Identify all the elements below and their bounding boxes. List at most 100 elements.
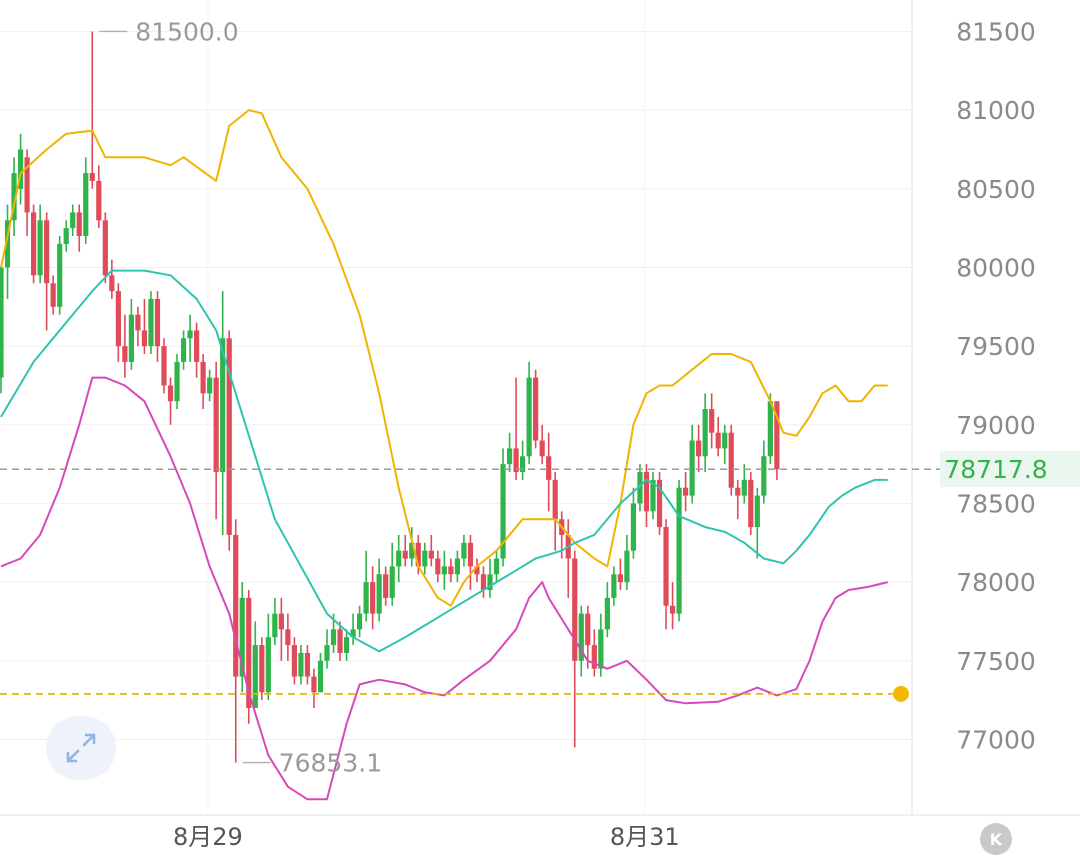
candle xyxy=(357,605,363,638)
candle-body xyxy=(487,574,493,591)
candle-body xyxy=(50,283,56,307)
candle xyxy=(650,472,656,520)
candle-body xyxy=(526,377,532,457)
candle xyxy=(546,432,552,512)
candle xyxy=(767,393,773,465)
y-tick-label: 81000 xyxy=(956,96,1036,125)
candle xyxy=(167,377,174,425)
candle xyxy=(180,330,187,370)
candle xyxy=(174,354,180,410)
candle-body xyxy=(637,472,643,504)
candle-body xyxy=(154,298,161,347)
candle-body xyxy=(448,566,454,575)
candle xyxy=(572,550,578,748)
bollinger-lower-line xyxy=(0,376,888,801)
candle-body xyxy=(546,456,552,480)
candle xyxy=(128,298,134,370)
candle-body xyxy=(141,330,148,347)
expand-button[interactable] xyxy=(46,716,116,780)
bollinger-upper-line xyxy=(0,109,888,607)
candle-body xyxy=(506,448,513,465)
candle-body xyxy=(239,597,245,677)
extreme-annotations: 81500.0 76853.1 xyxy=(99,17,382,778)
candle xyxy=(70,204,76,237)
alert-price-handle[interactable] xyxy=(893,685,909,702)
candle-body xyxy=(396,550,402,567)
y-tick-label: 79500 xyxy=(956,332,1036,361)
candle xyxy=(604,582,610,638)
candle xyxy=(11,157,17,237)
candle-body xyxy=(128,314,134,362)
candle xyxy=(683,472,689,512)
candle xyxy=(578,605,584,677)
candle xyxy=(324,629,330,669)
candle-body xyxy=(402,550,408,559)
candle-body xyxy=(44,220,50,284)
candle-body xyxy=(213,377,219,473)
candle-body xyxy=(480,574,487,591)
x-tick-label: 8月31 xyxy=(610,823,680,851)
candle-body xyxy=(207,377,213,394)
candle xyxy=(513,377,519,480)
candle xyxy=(480,566,487,598)
min-price-label: 76853.1 xyxy=(279,749,382,778)
candle xyxy=(637,464,643,512)
candle xyxy=(311,668,317,709)
candle xyxy=(474,558,480,583)
candle xyxy=(487,558,493,598)
candle-body xyxy=(220,338,226,473)
candle-body xyxy=(83,173,89,237)
candle-body xyxy=(435,558,441,575)
candle-body xyxy=(428,550,434,559)
candle xyxy=(591,629,597,677)
candle xyxy=(278,597,284,661)
candle xyxy=(441,550,447,591)
candle-body xyxy=(702,409,708,457)
candle-body xyxy=(389,566,395,598)
candle xyxy=(702,393,708,473)
candle-body xyxy=(272,613,278,638)
candle xyxy=(200,354,206,410)
candle-body xyxy=(148,298,154,347)
candle-body xyxy=(161,346,167,386)
candle xyxy=(187,314,193,362)
candle xyxy=(343,629,350,661)
candle xyxy=(239,582,245,693)
candle-body xyxy=(63,228,69,244)
candle xyxy=(709,393,715,449)
candle-body xyxy=(748,479,754,528)
candle xyxy=(722,424,728,465)
last-price-tag xyxy=(940,451,1080,488)
y-tick-label: 80500 xyxy=(956,175,1036,204)
candle-body xyxy=(4,220,11,268)
candle xyxy=(526,361,532,465)
candle xyxy=(552,472,558,551)
candle-body xyxy=(767,401,773,457)
candle xyxy=(109,259,115,299)
candle-body xyxy=(533,377,539,441)
k-line-button[interactable]: K xyxy=(980,823,1012,855)
candle xyxy=(226,330,232,551)
candle-body xyxy=(422,550,428,567)
candle-body xyxy=(591,645,597,669)
candle-body xyxy=(0,267,4,378)
candle xyxy=(735,479,741,520)
candle-body xyxy=(754,495,760,528)
candle xyxy=(24,149,30,237)
candle xyxy=(0,267,4,394)
candle-body xyxy=(630,503,637,551)
candle-body xyxy=(37,220,43,276)
candle-body xyxy=(572,558,578,661)
candle-body xyxy=(722,432,728,449)
candle-body xyxy=(226,338,232,535)
candle xyxy=(246,590,252,724)
candle xyxy=(663,519,669,630)
candle-body xyxy=(415,542,421,567)
candle xyxy=(656,472,663,535)
y-tick-label: 81500 xyxy=(956,17,1036,46)
candle-body xyxy=(370,582,376,614)
candle-body xyxy=(669,605,676,614)
candle-body xyxy=(611,574,617,598)
candle-body xyxy=(96,180,102,221)
